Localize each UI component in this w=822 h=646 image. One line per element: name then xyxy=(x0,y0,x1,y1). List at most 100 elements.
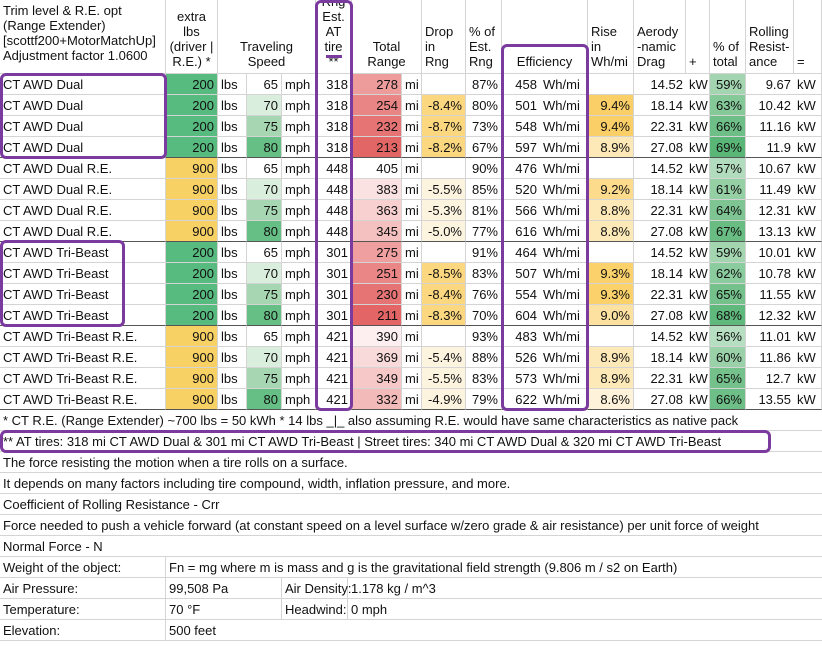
table-cell: 27.08 xyxy=(634,389,686,410)
table-cell: lbs xyxy=(218,368,247,389)
table-cell: 59% xyxy=(710,242,746,263)
table-cell: lbs xyxy=(218,179,247,200)
table-cell: 87% xyxy=(466,74,502,95)
table-cell: 200 xyxy=(166,305,218,326)
table-cell xyxy=(422,158,466,179)
table-cell: 13.55 xyxy=(746,389,794,410)
table-cell: 64% xyxy=(710,200,746,221)
table-cell: 301 xyxy=(316,305,352,326)
table-cell: 18.14 xyxy=(634,179,686,200)
note-row: Force needed to push a vehicle forward (… xyxy=(0,515,822,536)
info-cell: Headwind: xyxy=(282,599,348,620)
table-cell: mph xyxy=(282,158,316,179)
table-cell: CT AWD Dual R.E. xyxy=(0,179,166,200)
info-cell: 99,508 Pa xyxy=(166,578,282,599)
table-cell: 65 xyxy=(247,74,282,95)
table-cell: 318 xyxy=(316,137,352,158)
table-cell: kW xyxy=(794,200,822,221)
table-cell: kW xyxy=(686,284,710,305)
table-cell: mi xyxy=(402,74,422,95)
table-cell: -5.0% xyxy=(422,221,466,242)
table-cell: 301 xyxy=(316,263,352,284)
table-cell: mph xyxy=(282,347,316,368)
table-cell: Wh/mi xyxy=(540,242,588,263)
table-cell: kW xyxy=(686,116,710,137)
table-cell: -5.5% xyxy=(422,179,466,200)
table-cell: 597 xyxy=(502,137,540,158)
table-cell: 65% xyxy=(710,368,746,389)
table-cell: mph xyxy=(282,389,316,410)
header-cell: = xyxy=(794,0,822,74)
header-cell: % of total xyxy=(710,0,746,74)
table-cell: Wh/mi xyxy=(540,158,588,179)
table-cell: kW xyxy=(794,347,822,368)
note-row: * CT R.E. (Range Extender) ~700 lbs = 50… xyxy=(0,410,822,431)
table-cell: 573 xyxy=(502,368,540,389)
table-cell: 70 xyxy=(247,95,282,116)
underline xyxy=(326,55,342,58)
table-cell: kW xyxy=(794,116,822,137)
table-cell: kW xyxy=(794,368,822,389)
table-cell: 57% xyxy=(710,158,746,179)
table-cell: 81% xyxy=(466,200,502,221)
table-cell: kW xyxy=(794,95,822,116)
table-cell: 10.67 xyxy=(746,158,794,179)
table-cell: 14.52 xyxy=(634,242,686,263)
info-cell: 70 °F xyxy=(166,599,282,620)
table-cell: 900 xyxy=(166,347,218,368)
table-cell: Wh/mi xyxy=(540,221,588,242)
table-cell: 616 xyxy=(502,221,540,242)
table-cell: 318 xyxy=(316,95,352,116)
table-cell: Wh/mi xyxy=(540,95,588,116)
table-cell: 10.78 xyxy=(746,263,794,284)
header-cell: Rolling Resist- ance xyxy=(746,0,794,74)
table-cell: mi xyxy=(402,347,422,368)
table-cell: mi xyxy=(402,284,422,305)
table-cell: 10.01 xyxy=(746,242,794,263)
table-cell: lbs xyxy=(218,137,247,158)
table-cell: CT AWD Dual xyxy=(0,137,166,158)
table-cell: 278 xyxy=(352,74,402,95)
table-cell: 14.52 xyxy=(634,158,686,179)
table-cell: 67% xyxy=(466,137,502,158)
table-cell: 22.31 xyxy=(634,200,686,221)
table-cell: 27.08 xyxy=(634,137,686,158)
table-cell: kW xyxy=(686,263,710,284)
table-cell: 80 xyxy=(247,221,282,242)
table-cell: mi xyxy=(402,95,422,116)
table-cell: Wh/mi xyxy=(540,326,588,347)
table-cell: mi xyxy=(402,116,422,137)
table-cell xyxy=(588,74,634,95)
table-cell: 200 xyxy=(166,137,218,158)
table-cell xyxy=(588,242,634,263)
table-cell: 230 xyxy=(352,284,402,305)
table-cell: 900 xyxy=(166,179,218,200)
table-cell: kW xyxy=(686,137,710,158)
table-cell: 18.14 xyxy=(634,347,686,368)
table-cell: mph xyxy=(282,305,316,326)
table-cell: 13.13 xyxy=(746,221,794,242)
table-cell: 369 xyxy=(352,347,402,368)
table-cell: -5.3% xyxy=(422,200,466,221)
table-cell: 232 xyxy=(352,116,402,137)
table-cell: kW xyxy=(686,95,710,116)
header-cell: Total Range xyxy=(352,0,422,74)
table-cell: 458 xyxy=(502,74,540,95)
table-cell: 9.2% xyxy=(588,179,634,200)
table-cell: 75 xyxy=(247,284,282,305)
table-cell: mph xyxy=(282,326,316,347)
table-cell: 18.14 xyxy=(634,95,686,116)
table-cell: 80 xyxy=(247,389,282,410)
table-cell: CT AWD Tri-Beast xyxy=(0,305,166,326)
table-cell: 93% xyxy=(466,326,502,347)
table-cell: -8.4% xyxy=(422,284,466,305)
table-cell: CT AWD Tri-Beast R.E. xyxy=(0,389,166,410)
table-cell: 200 xyxy=(166,242,218,263)
header-cell: + xyxy=(686,0,710,74)
table-cell: kW xyxy=(686,242,710,263)
table-cell: CT AWD Dual xyxy=(0,116,166,137)
table-cell: 65 xyxy=(247,242,282,263)
table-cell: 275 xyxy=(352,242,402,263)
table-cell: 65 xyxy=(247,326,282,347)
table-cell: Wh/mi xyxy=(540,116,588,137)
